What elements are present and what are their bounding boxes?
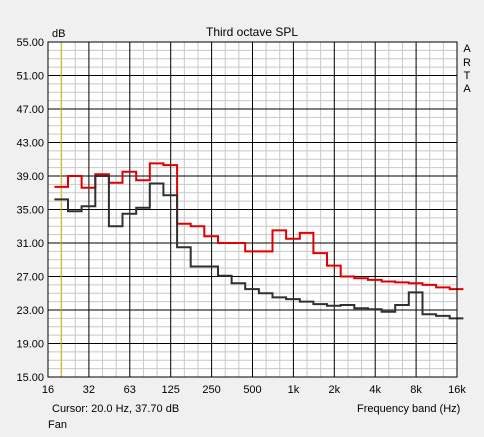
x-tick-label: 16k [448,384,466,396]
x-tick-label: 8k [410,384,422,396]
y-tick-label: 15.00 [16,372,44,384]
series-0-line [54,162,464,291]
cursor-readout: Cursor: 20.0 Hz, 37.70 dB [52,403,180,415]
y-tick-label: 51.00 [16,71,44,83]
chart-title: Third octave SPL [206,25,299,39]
side-label-3: A [463,83,471,95]
plot-border [47,41,458,378]
x-tick-label: 32 [83,384,95,396]
side-label-2: T [463,70,471,82]
y-axis-label: dB [52,28,66,40]
x-tick-label: 2k [328,384,340,396]
x-tick-label: 16 [42,384,54,396]
y-tick-label: 47.00 [16,104,44,116]
y-tick-label: 39.00 [16,171,44,183]
y-tick-label: 23.00 [16,305,44,317]
y-tick-label: 35.00 [16,205,44,217]
y-tick-label: 27.00 [16,272,44,284]
fan-label: Fan [48,419,67,431]
x-tick-label: 63 [124,384,136,396]
x-tick-label: 1k [288,384,300,396]
series-1-line [54,175,464,320]
x-tick-label: 4k [369,384,381,396]
x-tick-label: 500 [243,384,261,396]
x-tick-label: 125 [162,384,180,396]
y-tick-label: 55.00 [16,37,44,49]
x-tick-label: 250 [202,384,220,396]
x-axis-label: Frequency band (Hz) [357,403,461,415]
y-tick-label: 43.00 [16,138,44,150]
side-label-1: R [463,57,471,69]
y-tick-label: 31.00 [16,238,44,250]
side-label-0: A [463,43,471,55]
y-tick-label: 19.00 [16,339,44,351]
